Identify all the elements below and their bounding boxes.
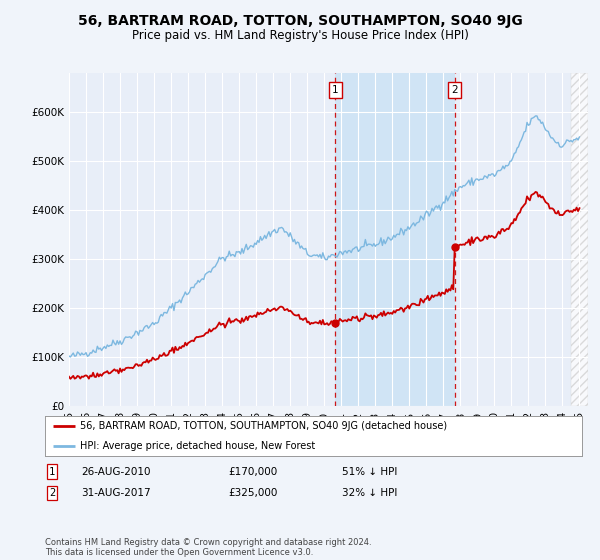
Bar xyxy=(335,73,455,406)
Text: HPI: Average price, detached house, New Forest: HPI: Average price, detached house, New … xyxy=(80,441,315,450)
Text: 1: 1 xyxy=(332,85,338,95)
Text: 56, BARTRAM ROAD, TOTTON, SOUTHAMPTON, SO40 9JG: 56, BARTRAM ROAD, TOTTON, SOUTHAMPTON, S… xyxy=(77,14,523,28)
Text: £170,000: £170,000 xyxy=(228,466,277,477)
Text: 32% ↓ HPI: 32% ↓ HPI xyxy=(342,488,397,498)
Text: Contains HM Land Registry data © Crown copyright and database right 2024.
This d: Contains HM Land Registry data © Crown c… xyxy=(45,538,371,557)
Text: £325,000: £325,000 xyxy=(228,488,277,498)
Text: 51% ↓ HPI: 51% ↓ HPI xyxy=(342,466,397,477)
Text: 56, BARTRAM ROAD, TOTTON, SOUTHAMPTON, SO40 9JG (detached house): 56, BARTRAM ROAD, TOTTON, SOUTHAMPTON, S… xyxy=(80,421,447,431)
Text: 31-AUG-2017: 31-AUG-2017 xyxy=(81,488,151,498)
Text: 26-AUG-2010: 26-AUG-2010 xyxy=(81,466,151,477)
Bar xyxy=(571,73,588,406)
Text: 2: 2 xyxy=(49,488,55,498)
Text: 1: 1 xyxy=(49,466,55,477)
Text: 2: 2 xyxy=(451,85,458,95)
Text: Price paid vs. HM Land Registry's House Price Index (HPI): Price paid vs. HM Land Registry's House … xyxy=(131,29,469,42)
